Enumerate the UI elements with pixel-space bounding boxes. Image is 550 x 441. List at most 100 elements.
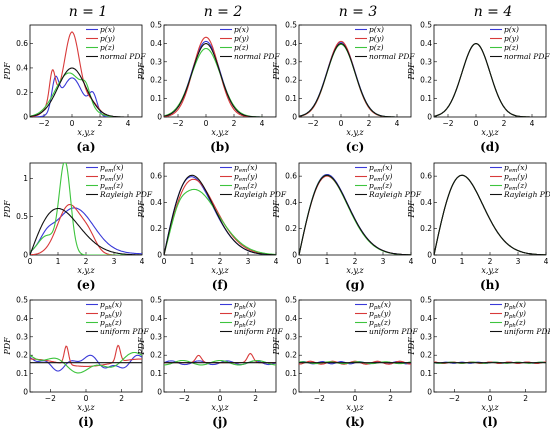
y-tick-label: 0.4 — [285, 198, 297, 207]
y-tick-label: 0.4 — [150, 198, 162, 207]
series-group — [30, 344, 142, 374]
x-tick-label: 3 — [246, 257, 251, 266]
series-line-y — [164, 178, 276, 255]
x-tick-label: 1 — [190, 257, 195, 266]
panel-l: −2 0 200.10.20.30.40.5x,y,zPDF(l)pph(x)pph… — [407, 296, 550, 430]
x-tick-label: 0 — [297, 257, 302, 266]
y-tick-label: 0.6 — [150, 172, 162, 181]
x-tick-label: 2 — [218, 257, 223, 266]
y-axis-label: PDF — [3, 337, 12, 356]
y-tick-label: 0.3 — [150, 57, 162, 66]
x-tick-label: 3 — [381, 257, 386, 266]
x-tick-label: 0 — [28, 257, 33, 266]
x-tick-label: 2 — [367, 119, 372, 128]
panel-i: −2 0 200.10.20.30.40.5x,y,zPDF(i)pph(x)pph… — [3, 296, 149, 430]
legend-label: uniform PDF — [369, 327, 418, 336]
panel-label: (l) — [482, 415, 498, 429]
x-tick-label: 4 — [140, 257, 145, 266]
column-title-n3: n = 3 — [339, 4, 378, 20]
y-tick-label: 0 — [157, 251, 162, 260]
x-tick-label: 2 — [502, 119, 507, 128]
legend: p(x)p(y)p(z)normal PDF — [220, 25, 280, 61]
legend-label: pem(z) — [234, 181, 257, 192]
series-group — [299, 360, 411, 365]
y-tick-label: 0.4 — [16, 314, 28, 323]
x-tick-label: −2 — [172, 119, 183, 128]
y-tick-label: 0.5 — [16, 296, 28, 305]
x-axis-label: x,y,z — [77, 128, 95, 137]
x-tick-label: 4 — [126, 119, 131, 128]
legend-label: pph(y) — [234, 309, 256, 320]
x-tick-label: 3 — [112, 257, 117, 266]
y-tick-label: 0.2 — [285, 351, 297, 360]
panel-label: (i) — [78, 415, 94, 429]
panel-f: 0 1 2 3 4 0 0.2 0.4 0.6 x,y,z PDF (f) pem(x)pem(y)pe… — [137, 162, 287, 292]
series-line-x — [299, 173, 411, 255]
x-axis-label: x,y,z — [211, 266, 229, 275]
y-axis-label: PDF — [407, 337, 416, 356]
y-tick-label: 0 — [292, 251, 297, 260]
legend-label: pph(x) — [100, 300, 122, 311]
panel-g: 0 1 2 3 4 0 0.2 0.4 0.6 x,y,z PDF (g) pem(x)pem(y)pe… — [272, 162, 422, 292]
y-axis-label: PDF — [137, 62, 146, 81]
x-tick-label: 0 — [204, 119, 209, 128]
series-line-x — [30, 75, 142, 117]
x-axis-label: x,y,z — [346, 403, 364, 412]
y-tick-label: 0 — [292, 113, 297, 122]
legend-label: uniform PDF — [504, 327, 550, 336]
x-tick-label: 4 — [409, 257, 414, 266]
x-tick-label: −2 — [38, 119, 49, 128]
x-tick-label: −2 — [442, 119, 453, 128]
series-line-z — [30, 72, 142, 117]
panel-label: (a) — [76, 140, 95, 154]
y-tick-label: 0.3 — [150, 332, 162, 341]
panel-label: (f) — [212, 278, 229, 292]
x-tick-label: 0 — [84, 394, 89, 403]
y-tick-label: 0.3 — [420, 332, 432, 341]
series-line-x — [434, 174, 546, 255]
series-line-z — [164, 359, 276, 366]
legend-label: Rayleigh PDF — [503, 190, 550, 199]
y-tick-label: 1 — [23, 174, 28, 183]
legend-label: pem(y) — [234, 172, 257, 183]
x-tick-label: 4 — [544, 257, 549, 266]
panel-e: 0 1 2 3 4 0 0.5 1 x,y,z PDF (e) pem(x)pem(y)pem(z)R… — [3, 162, 153, 292]
legend: pph(x)pph(y)pph(z)uniform PDF — [355, 300, 418, 336]
panel-c: −2 0 2 4 0 0.1 0.2 0.3 0.4 0.5 x,y,z PDF (c) p(x)p(y)… — [272, 21, 415, 155]
y-tick-label: 0.5 — [285, 21, 297, 30]
x-tick-label: 2 — [388, 394, 393, 403]
reference-pdf-line — [299, 43, 411, 117]
y-tick-label: 0 — [427, 113, 432, 122]
legend-label: pph(y) — [100, 309, 122, 320]
legend-label: p(z) — [234, 43, 249, 52]
y-tick-label: 0.1 — [420, 369, 432, 378]
legend-label: Rayleigh PDF — [368, 190, 422, 199]
panel-label: (c) — [346, 140, 365, 154]
reference-pdf-line — [30, 207, 142, 255]
series-group — [434, 174, 546, 255]
x-tick-label: 0 — [474, 119, 479, 128]
axes-box — [298, 24, 412, 118]
column-title-n2: n = 2 — [204, 4, 243, 20]
x-axis-label: x,y,z — [481, 403, 499, 412]
y-tick-label: 0.5 — [150, 296, 162, 305]
y-tick-label: 0.4 — [285, 39, 297, 48]
series-group — [434, 43, 546, 117]
legend-label: pem(z) — [504, 181, 527, 192]
x-tick-label: −2 — [314, 394, 325, 403]
x-tick-label: 2 — [253, 394, 258, 403]
x-tick-label: 3 — [516, 257, 521, 266]
x-tick-label: 0 — [70, 119, 75, 128]
y-tick-label: 0.2 — [285, 224, 297, 233]
legend: p(x)p(y)p(z)normal PDF — [490, 25, 550, 61]
y-tick-label: 0.5 — [420, 296, 432, 305]
x-tick-label: 2 — [98, 119, 103, 128]
y-axis-label: PDF — [137, 337, 146, 356]
legend-label: p(z) — [369, 43, 384, 52]
y-tick-label: 0.4 — [16, 63, 28, 72]
panel-label: (h) — [480, 278, 500, 292]
panel-label: (k) — [345, 415, 365, 429]
legend-label: pem(y) — [369, 172, 392, 183]
panel-label: (b) — [210, 140, 230, 154]
legend-label: pem(x) — [234, 163, 257, 174]
